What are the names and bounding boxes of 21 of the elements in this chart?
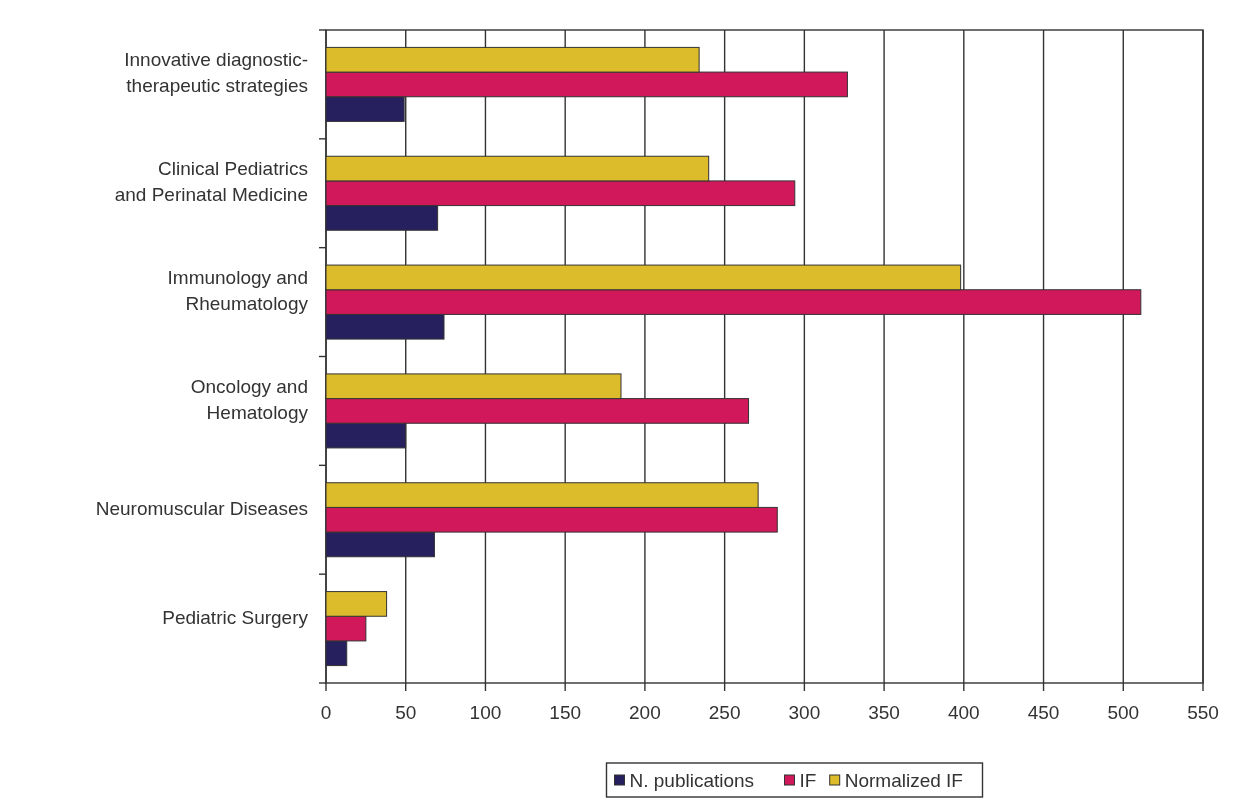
x-tick-label: 350: [868, 702, 900, 723]
x-tick-label: 50: [395, 702, 417, 723]
y-tick-label: Clinical Pediatrics and Perinatal Medicine: [114, 158, 308, 206]
x-tick-label: 450: [1027, 702, 1060, 723]
x-tick-label: 100: [469, 702, 502, 723]
x-tick-label: 200: [629, 702, 661, 723]
x-tick-label: 250: [708, 702, 741, 723]
y-tick-label: Immunology and Rheumatology: [167, 267, 309, 315]
x-tick-label: 0: [320, 702, 332, 723]
y-tick-label: Innovative diagnostic-therapeutic strategies: [124, 49, 308, 97]
x-tick-label: 150: [549, 702, 582, 723]
y-tick-label: Neuromuscular Diseases: [95, 497, 308, 519]
x-tick-label: 300: [788, 702, 821, 723]
legend-label: Normalized IF: [844, 770, 963, 791]
legend-label: IF: [799, 770, 817, 791]
legend-label: N. publications: [629, 770, 755, 791]
x-tick-label: 500: [1107, 702, 1140, 723]
x-tick-label: 550: [1187, 702, 1219, 723]
x-tick-label: 400: [947, 702, 980, 723]
y-tick-label: Pediatric Surgery: [162, 606, 309, 628]
y-tick-label: Oncology and Hematology: [190, 375, 309, 423]
